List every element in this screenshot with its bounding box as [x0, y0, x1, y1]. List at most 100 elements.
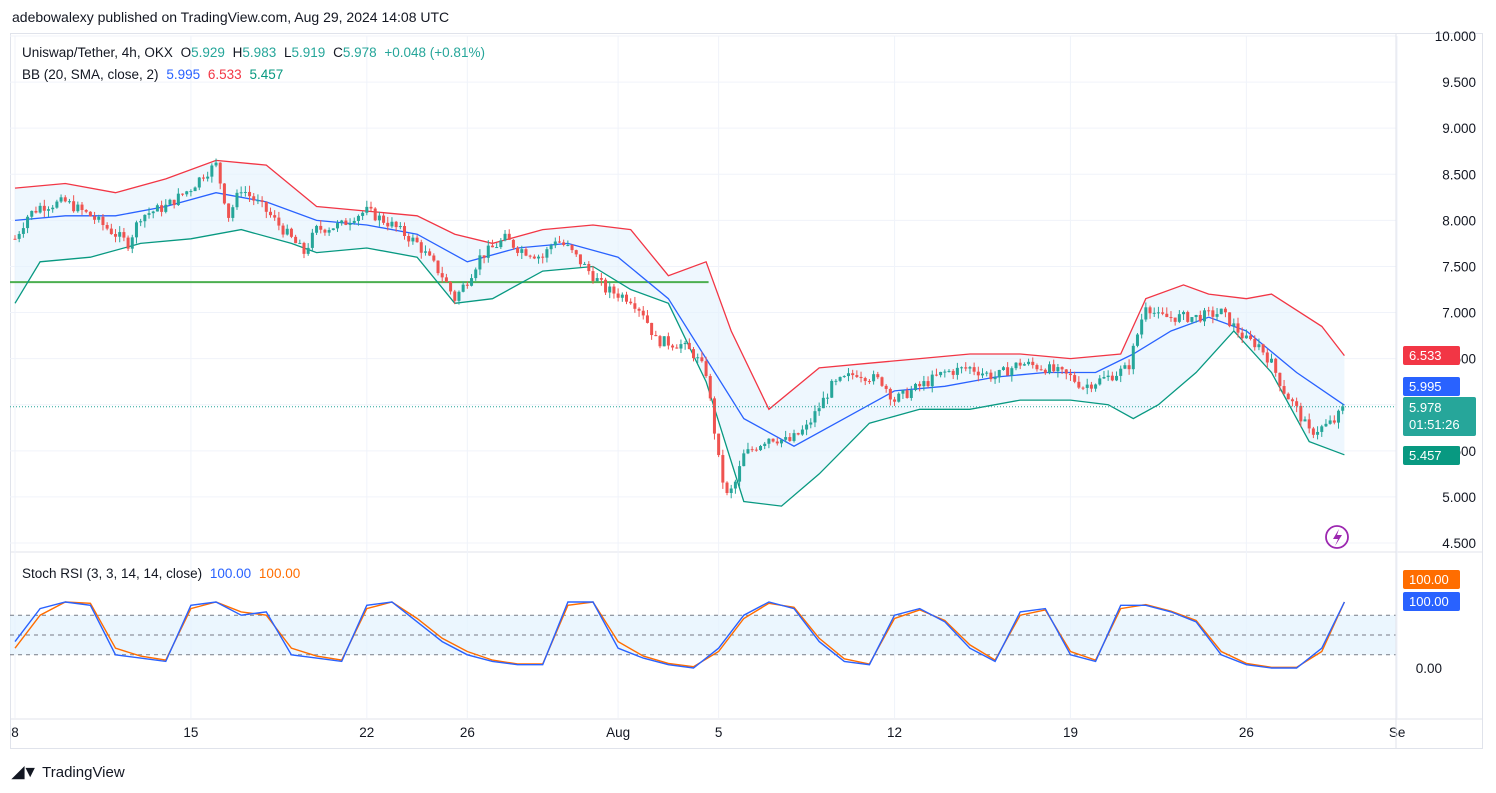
candle-body — [666, 336, 670, 346]
candle-body — [834, 380, 838, 382]
candle-body — [1052, 364, 1056, 372]
close-label: C — [333, 45, 343, 60]
candle-body — [1265, 352, 1269, 363]
candle-body — [59, 197, 63, 202]
candle-body — [918, 383, 922, 387]
candle-body — [315, 225, 319, 233]
candle-body — [654, 335, 658, 337]
candle-body — [591, 271, 595, 282]
candle-body — [905, 390, 909, 398]
candle-body — [532, 256, 536, 259]
last-price-value: 5.978 — [1409, 400, 1442, 415]
candle-body — [1027, 361, 1031, 365]
candle-body — [779, 439, 783, 444]
candle-body — [641, 310, 645, 316]
candle-body — [1311, 428, 1315, 435]
time-tick-label: 5 — [715, 725, 723, 740]
candle-body — [1068, 373, 1072, 376]
candle-body — [738, 466, 742, 482]
candle-body — [545, 249, 549, 258]
candle-body — [369, 206, 373, 209]
candle-body — [1202, 310, 1206, 322]
candle-body — [1316, 431, 1320, 435]
candle-body — [206, 176, 210, 179]
candle-body — [423, 251, 427, 253]
candle-body — [608, 286, 612, 293]
low-label: L — [283, 45, 292, 60]
bollinger-band-fill — [15, 160, 1345, 507]
bollinger-upper-line — [14, 159, 1345, 411]
candle-body — [989, 372, 993, 380]
candle-body — [763, 443, 767, 446]
lightning-icon[interactable] — [1325, 525, 1349, 549]
candle-body — [105, 225, 109, 229]
candle-body — [1165, 313, 1169, 318]
candle-body — [826, 397, 830, 399]
candle-body — [294, 236, 298, 244]
candle-body — [440, 273, 444, 278]
candle-body — [1106, 375, 1110, 378]
time-tick-label: 15 — [183, 725, 198, 740]
candle-body — [30, 210, 34, 217]
candle-body — [604, 279, 608, 293]
stoch-d-tag: 100.00 — [1403, 570, 1460, 589]
candle-body — [252, 196, 256, 201]
candle-body — [943, 371, 947, 373]
candle-body — [482, 255, 486, 258]
candle-body — [771, 438, 775, 442]
candle-body — [1115, 375, 1119, 381]
candle-body — [1341, 406, 1345, 411]
price-tick-label: 7.000 — [1442, 306, 1476, 321]
candle-body — [197, 177, 201, 188]
candle-body — [373, 208, 377, 221]
bollinger-lower-line — [14, 228, 1345, 507]
candle-body — [897, 393, 901, 402]
candle-body — [1081, 387, 1085, 389]
candle-body — [821, 397, 825, 409]
candle-body — [524, 249, 528, 256]
candle-body — [1119, 368, 1123, 376]
candle-body — [26, 216, 30, 229]
candle-body — [1073, 375, 1077, 382]
candle-body — [893, 399, 897, 402]
candle-body — [428, 251, 432, 256]
candle-body — [147, 213, 151, 215]
candle-body — [1110, 375, 1114, 381]
candle-body — [922, 381, 926, 387]
candle-body — [1148, 307, 1152, 314]
candle-body — [981, 373, 985, 376]
candle-body — [1001, 367, 1005, 370]
candle-body — [863, 378, 867, 382]
candle-body — [947, 370, 951, 372]
candle-body — [1135, 334, 1139, 346]
stoch-k-tag: 100.00 — [1403, 592, 1460, 611]
candle-body — [1014, 362, 1018, 369]
candle-body — [578, 254, 582, 265]
footer-brand[interactable]: ◢▼ TradingView — [12, 762, 125, 782]
candle-body — [1039, 369, 1043, 371]
candle-body — [260, 200, 264, 202]
candle-body — [181, 193, 185, 195]
candle-body — [51, 207, 55, 210]
candle-body — [687, 342, 691, 350]
candle-body — [717, 433, 721, 456]
candle-body — [478, 255, 482, 270]
time-axis: 8 15 22 26 Aug 5 12 19 26 Se — [10, 33, 1483, 749]
candle-body — [930, 374, 934, 387]
candle-body — [88, 211, 92, 217]
candle-body — [867, 381, 871, 383]
publisher-line: adebowalexy published on TradingView.com… — [12, 9, 450, 25]
candle-body — [1244, 335, 1248, 339]
candle-body — [97, 216, 101, 220]
candle-body — [139, 221, 143, 223]
candle-body — [1278, 372, 1282, 387]
candle-body — [1337, 410, 1341, 423]
candle-body — [909, 390, 913, 398]
candle-body — [453, 291, 457, 301]
candle-body — [1156, 312, 1160, 314]
candle-body — [80, 204, 84, 211]
candle-body — [754, 449, 758, 451]
candle-body — [160, 205, 164, 212]
candle-body — [356, 215, 360, 221]
